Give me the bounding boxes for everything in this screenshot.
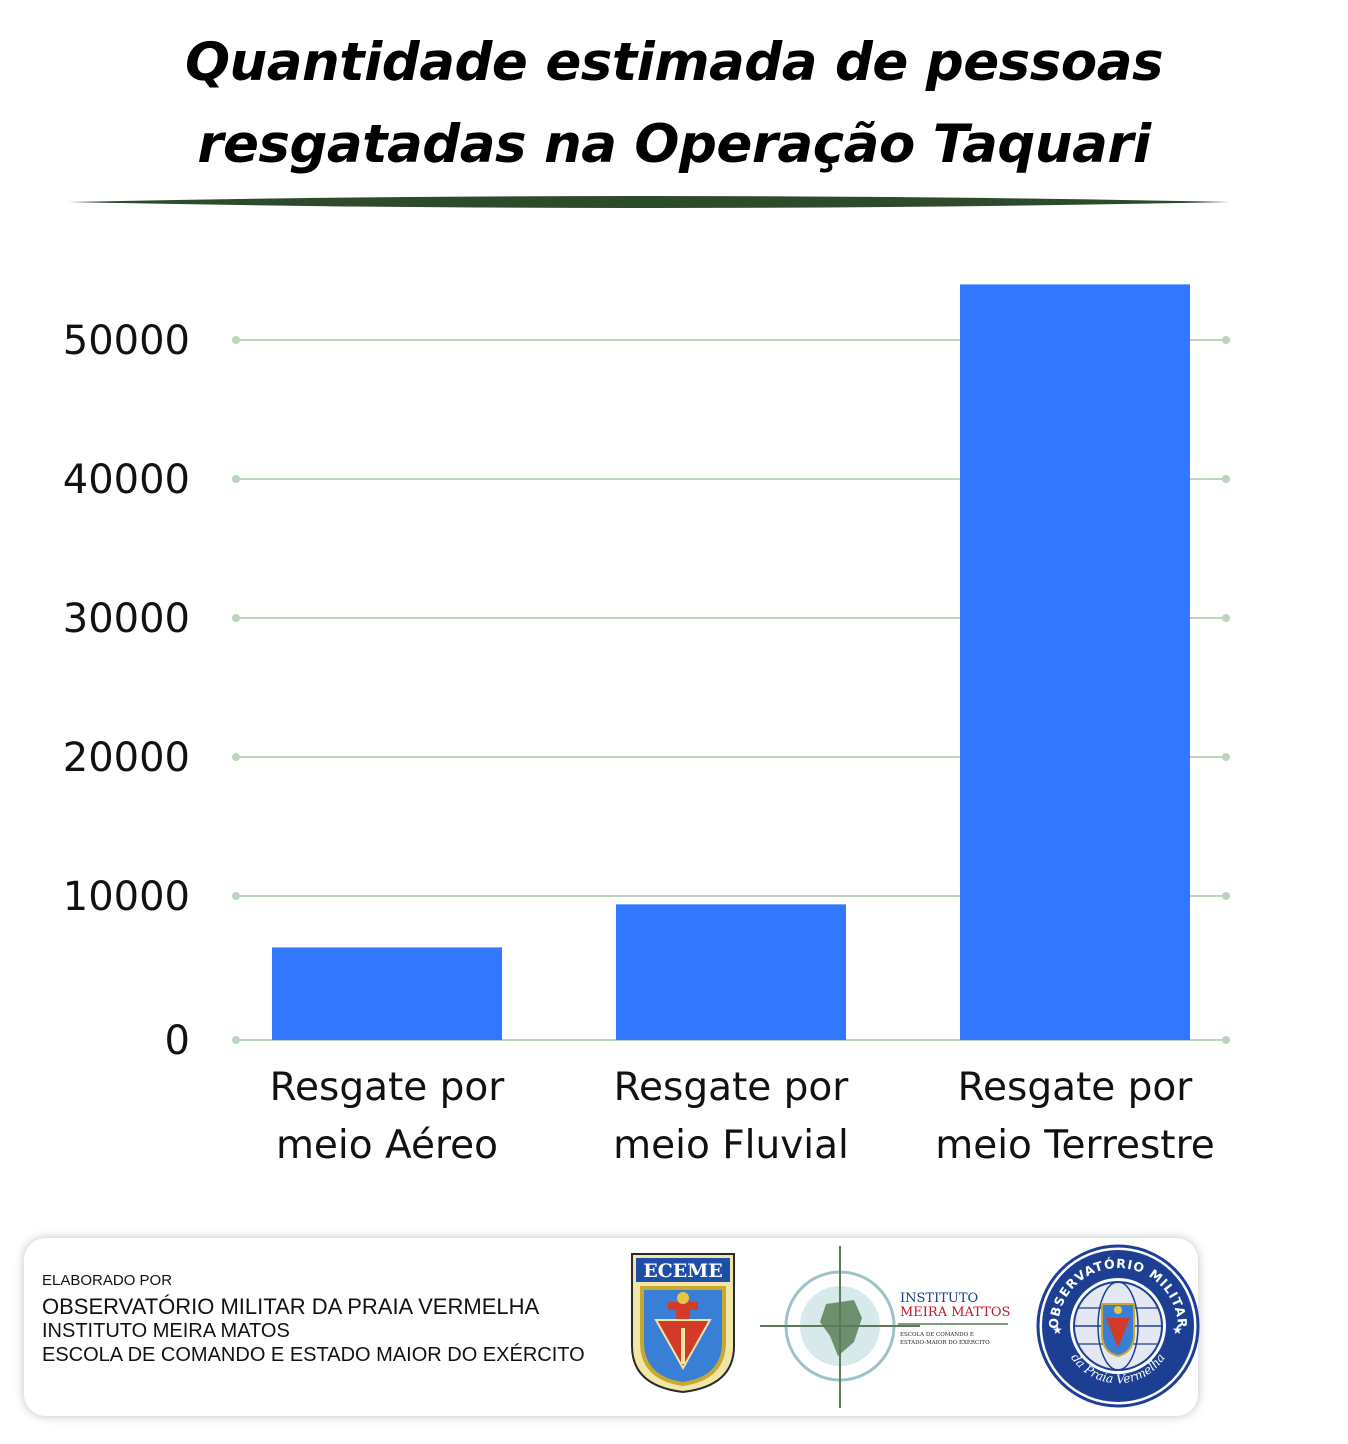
label-layer: 0 10000 20000 30000 40000 50000 Resgate por mei… bbox=[63, 318, 1215, 1168]
x-category-label: meio Fluvial bbox=[613, 1123, 849, 1168]
x-category-label: Resgate por bbox=[270, 1065, 506, 1110]
gridline-marker bbox=[1222, 753, 1230, 761]
chart-title-line-1: Quantidade estimada de pessoas bbox=[185, 32, 1164, 93]
gridline-marker bbox=[232, 614, 240, 622]
x-category-label: meio Aéreo bbox=[276, 1123, 498, 1168]
bar-layer bbox=[272, 284, 1190, 1040]
gridline-marker bbox=[232, 336, 240, 344]
y-tick-label: 0 bbox=[165, 1018, 190, 1064]
gridline-marker bbox=[232, 753, 240, 761]
bar bbox=[616, 904, 846, 1040]
svg-text:INSTITUTO: INSTITUTO bbox=[900, 1291, 978, 1306]
meira-mattos-logo: INSTITUTO MEIRA MATTOS ESCOLA DE COMANDO… bbox=[760, 1246, 1010, 1408]
gridline-marker bbox=[1222, 1036, 1230, 1044]
svg-text:★: ★ bbox=[1052, 1323, 1063, 1337]
y-tick-label: 40000 bbox=[63, 457, 190, 503]
credit-line-instituto: INSTITUTO MEIRA MATOS bbox=[42, 1320, 290, 1342]
svg-text:ECEME: ECEME bbox=[643, 1260, 723, 1282]
bar bbox=[960, 284, 1190, 1040]
y-tick-label: 30000 bbox=[63, 596, 190, 642]
gridline-marker bbox=[1222, 475, 1230, 483]
gridline-marker bbox=[232, 892, 240, 900]
svg-text:ESCOLA DE COMANDO E: ESCOLA DE COMANDO E bbox=[900, 1332, 974, 1338]
svg-text:MEIRA MATTOS: MEIRA MATTOS bbox=[900, 1305, 1010, 1320]
gridline-marker bbox=[1222, 614, 1230, 622]
bar-chart: 0 10000 20000 30000 40000 50000 Resgate por mei… bbox=[63, 284, 1230, 1168]
x-category-label: Resgate por bbox=[958, 1065, 1194, 1110]
gridline-marker bbox=[232, 475, 240, 483]
credit-line-escola: ESCOLA DE COMANDO E ESTADO MAIOR DO EXÉR… bbox=[42, 1344, 585, 1366]
observatorio-seal: ★ ★ OBSERVATÓRIO MILITAR da Praia Vermel… bbox=[1036, 1244, 1200, 1408]
y-tick-label: 20000 bbox=[63, 735, 190, 781]
chart-title: Quantidade estimada de pessoas resgatada… bbox=[0, 22, 1348, 185]
chart-title-line-2: resgatadas na Operação Taquari bbox=[197, 113, 1151, 175]
svg-text:ESTADO-MAIOR DO EXÉRCITO: ESTADO-MAIOR DO EXÉRCITO bbox=[900, 1338, 990, 1346]
credits-label: ELABORADO POR bbox=[42, 1272, 173, 1289]
credits-text: ELABORADO POR OBSERVATÓRIO MILITAR DA PR… bbox=[42, 1272, 585, 1367]
x-category-label: meio Terrestre bbox=[935, 1123, 1215, 1168]
bar bbox=[272, 947, 502, 1040]
y-tick-label: 50000 bbox=[63, 318, 190, 364]
x-category-label: Resgate por bbox=[614, 1065, 850, 1110]
gridline-marker bbox=[1222, 336, 1230, 344]
gridline-marker bbox=[232, 1036, 240, 1044]
gridline-marker bbox=[1222, 892, 1230, 900]
credits-footer: ELABORADO POR OBSERVATÓRIO MILITAR DA PR… bbox=[24, 1238, 1200, 1416]
y-tick-label: 10000 bbox=[63, 874, 190, 920]
credit-line-observatorio: OBSERVATÓRIO MILITAR DA PRAIA VERMELHA bbox=[42, 1294, 540, 1319]
title-divider bbox=[68, 196, 1230, 208]
eceme-logo: ECEME bbox=[631, 1253, 735, 1394]
svg-text:★: ★ bbox=[1172, 1323, 1183, 1337]
